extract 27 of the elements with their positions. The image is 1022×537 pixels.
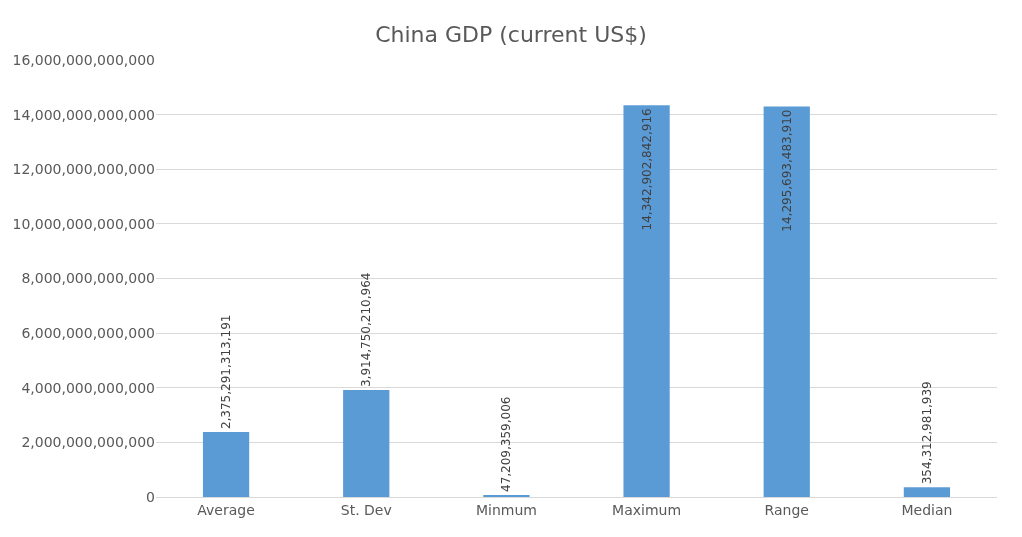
x-tick-label: Range [764, 501, 809, 518]
bar [763, 106, 810, 497]
data-label: 14,295,693,483,910 [779, 109, 794, 232]
x-tick-label: St. Dev [340, 501, 392, 518]
y-tick-label: 14,000,000,000,000 [12, 106, 155, 123]
data-label: 354,312,981,939 [919, 381, 934, 485]
y-tick-label: 0 [146, 488, 155, 505]
bar [343, 390, 390, 497]
data-label: 2,375,291,313,191 [219, 314, 234, 430]
y-tick-label: 12,000,000,000,000 [12, 161, 155, 178]
y-tick-label: 16,000,000,000,000 [12, 51, 155, 68]
y-tick-label: 6,000,000,000,000 [21, 325, 155, 342]
x-tick-label: Average [197, 501, 255, 518]
chart-title: China GDP (current US$) [375, 22, 647, 48]
y-tick-label: 8,000,000,000,000 [21, 270, 155, 287]
bar [623, 105, 670, 497]
data-label: 14,342,902,842,916 [639, 108, 654, 231]
data-label: 3,914,750,210,964 [359, 272, 374, 388]
y-tick-label: 2,000,000,000,000 [21, 434, 155, 451]
data-label: 47,209,359,006 [499, 396, 514, 492]
x-tick-label: Median [901, 501, 953, 518]
bar [903, 487, 951, 497]
y-tick-label: 10,000,000,000,000 [12, 215, 155, 232]
y-tick-label: 4,000,000,000,000 [21, 379, 155, 396]
x-tick-label: Minmum [475, 501, 537, 518]
bar [202, 432, 250, 497]
x-tick-label: Maximum [612, 501, 682, 518]
